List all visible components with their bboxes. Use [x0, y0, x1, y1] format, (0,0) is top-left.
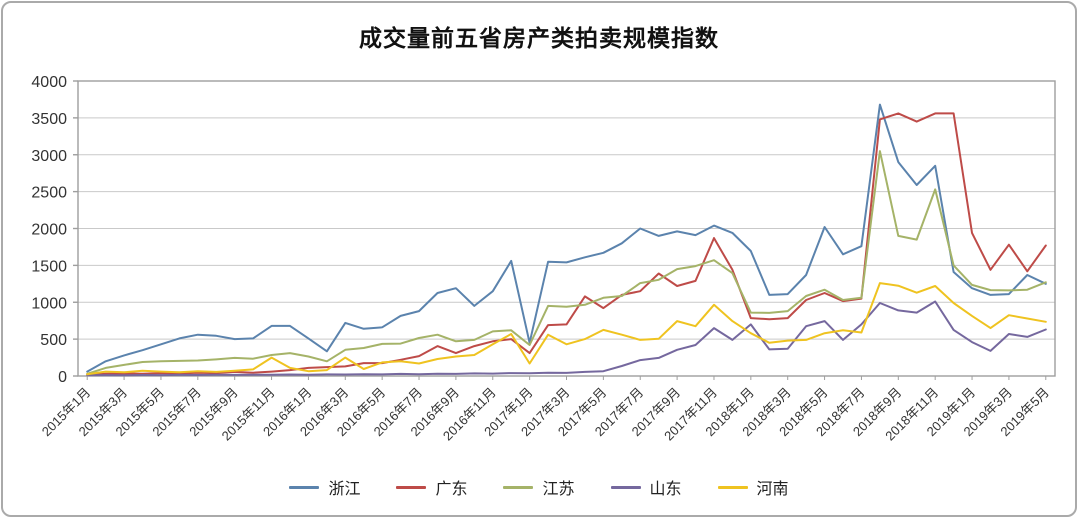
legend-swatch-广东 — [396, 485, 427, 489]
legend-label: 江苏 — [542, 481, 575, 498]
legend-swatch-浙江 — [289, 485, 320, 489]
legend-swatch-江苏 — [503, 485, 534, 489]
legend-item-河南: 河南 — [717, 475, 789, 499]
legend-label: 山东 — [649, 481, 682, 498]
y-axis-label: 1500 — [31, 258, 67, 275]
series-line-浙江 — [86, 103, 1047, 373]
chart-title: 成交量前五省房产类拍卖规模指数 — [359, 25, 719, 51]
legend-item-山东: 山东 — [610, 475, 682, 499]
y-axis-label: 1000 — [31, 295, 67, 312]
legend-label: 广东 — [435, 481, 468, 498]
series-line-江苏 — [86, 150, 1047, 375]
legend-swatch-河南 — [717, 485, 748, 489]
legend-swatch-山东 — [610, 485, 641, 489]
series-line-山东 — [86, 300, 1047, 377]
series-line-广东 — [86, 112, 1047, 376]
legend: 浙江 广东 江苏 山东 河南 — [3, 475, 1075, 499]
plot-area: 050010001500200025003000350040002015年1月2… — [31, 74, 1056, 444]
y-axis-label: 3000 — [31, 148, 67, 165]
y-axis-label: 2000 — [31, 222, 67, 239]
legend-item-浙江: 浙江 — [289, 475, 360, 499]
y-axis-label: 500 — [40, 332, 67, 349]
y-axis-label: 0 — [58, 369, 67, 386]
y-axis-label: 2500 — [31, 185, 67, 202]
legend-label: 浙江 — [328, 481, 361, 498]
legend-label: 河南 — [756, 481, 789, 498]
y-axis-label: 4000 — [31, 74, 67, 91]
legend-item-广东: 广东 — [396, 475, 467, 499]
legend-item-江苏: 江苏 — [503, 475, 575, 499]
series-line-河南 — [86, 282, 1047, 376]
y-axis-label: 3500 — [31, 111, 67, 128]
